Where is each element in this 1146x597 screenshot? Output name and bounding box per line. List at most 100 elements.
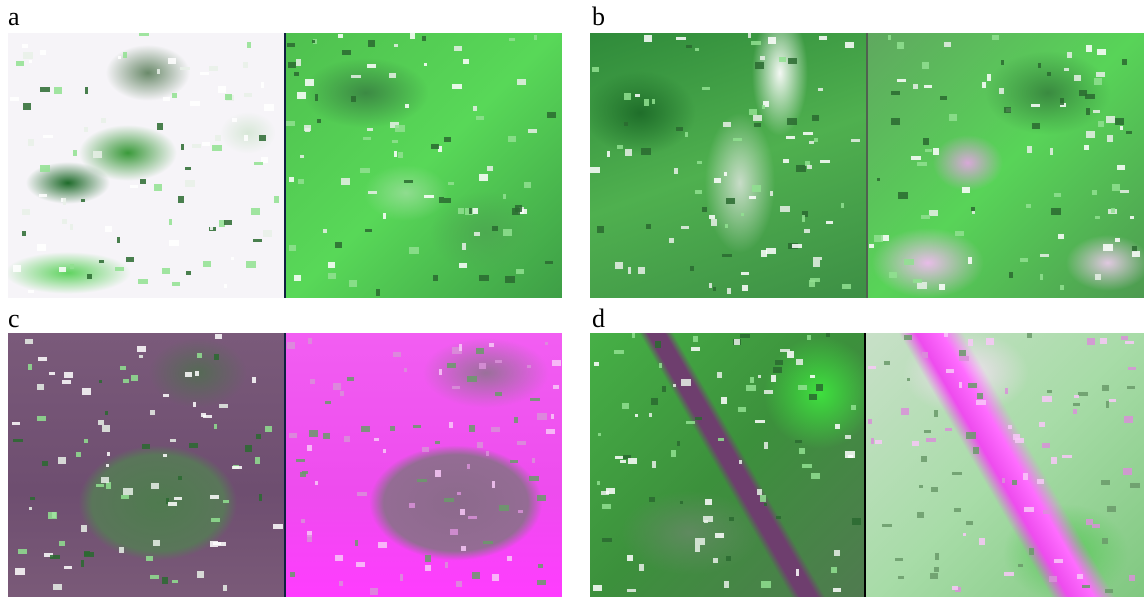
texture-speck bbox=[483, 541, 493, 544]
texture-speck bbox=[869, 244, 874, 248]
texture-speck bbox=[315, 94, 318, 101]
texture-speck bbox=[1040, 254, 1049, 257]
texture-speck bbox=[1054, 559, 1063, 563]
texture-speck bbox=[614, 350, 624, 354]
texture-speck bbox=[1087, 338, 1095, 345]
texture-speck bbox=[444, 198, 451, 203]
texture-speck bbox=[931, 487, 938, 492]
texture-speck bbox=[105, 411, 108, 415]
texture-speck bbox=[651, 398, 658, 405]
texture-speck bbox=[758, 375, 761, 378]
texture-speck bbox=[395, 125, 405, 132]
texture-speck bbox=[826, 333, 830, 337]
texture-speck bbox=[341, 178, 350, 185]
texture-speck bbox=[819, 36, 827, 40]
texture-speck bbox=[84, 127, 88, 132]
texture-speck bbox=[468, 516, 477, 519]
texture-speck bbox=[717, 372, 722, 378]
texture-speck bbox=[251, 208, 260, 215]
texture-speck bbox=[924, 430, 931, 433]
texture-speck bbox=[335, 555, 343, 561]
texture-speck bbox=[460, 509, 465, 515]
texture-speck bbox=[59, 541, 65, 546]
texture-speck bbox=[180, 67, 190, 70]
texture-speck bbox=[42, 461, 48, 466]
texture-speck bbox=[1106, 116, 1115, 123]
texture-speck bbox=[286, 121, 295, 126]
texture-speck bbox=[764, 442, 768, 449]
texture-speck bbox=[1032, 123, 1040, 129]
texture-speck bbox=[1129, 575, 1135, 581]
texture-speck bbox=[945, 428, 952, 431]
texture-speck bbox=[117, 237, 120, 243]
texture-speck bbox=[274, 196, 279, 203]
texture-speck bbox=[848, 455, 853, 458]
texture-speck bbox=[43, 135, 53, 138]
texture-speck bbox=[787, 351, 794, 358]
texture-speck bbox=[919, 485, 923, 488]
texture-speck bbox=[106, 464, 109, 467]
texture-speck bbox=[1027, 146, 1032, 153]
texture-speck bbox=[1018, 564, 1023, 567]
texture-speck bbox=[1111, 208, 1115, 213]
texture-speck bbox=[592, 67, 599, 72]
texture-speck bbox=[202, 142, 210, 146]
texture-speck bbox=[1039, 422, 1045, 427]
texture-speck bbox=[273, 524, 283, 529]
texture-speck bbox=[1049, 576, 1057, 582]
texture-speck bbox=[351, 96, 356, 102]
texture-speck bbox=[1060, 285, 1064, 290]
texture-speck bbox=[1004, 572, 1014, 576]
texture-speck bbox=[232, 466, 242, 469]
texture-speck bbox=[917, 512, 924, 518]
texture-speck bbox=[452, 386, 460, 389]
texture-speck bbox=[425, 565, 431, 571]
texture-speck bbox=[780, 349, 790, 352]
texture-speck bbox=[1120, 126, 1123, 130]
texture-speck bbox=[189, 443, 198, 448]
texture-speck bbox=[328, 262, 335, 268]
texture-speck bbox=[842, 284, 851, 289]
texture-speck bbox=[992, 35, 999, 40]
texture-speck bbox=[210, 495, 219, 499]
texture-speck bbox=[121, 495, 129, 499]
texture-speck bbox=[912, 441, 919, 446]
texture-speck bbox=[93, 151, 102, 158]
texture-speck bbox=[245, 445, 252, 452]
texture-speck bbox=[724, 581, 729, 588]
texture-speck bbox=[1120, 190, 1129, 193]
texture-speck bbox=[952, 586, 958, 590]
texture-speck bbox=[538, 564, 543, 568]
texture-speck bbox=[247, 42, 251, 48]
texture-speck bbox=[835, 424, 840, 429]
texture-speck bbox=[882, 524, 892, 527]
texture-speck bbox=[360, 168, 370, 173]
texture-speck bbox=[625, 149, 632, 156]
texture-speck bbox=[59, 267, 66, 272]
texture-speck bbox=[729, 517, 734, 521]
texture-speck bbox=[431, 144, 439, 149]
texture-speck bbox=[620, 460, 626, 463]
texture-speck bbox=[1060, 98, 1064, 105]
texture-speck bbox=[695, 48, 699, 51]
texture-speck bbox=[323, 229, 327, 233]
texture-speck bbox=[37, 244, 46, 251]
texture-speck bbox=[810, 375, 815, 378]
texture-speck bbox=[444, 498, 454, 502]
texture-speck bbox=[368, 40, 375, 47]
texture-speck bbox=[681, 226, 689, 229]
texture-speck bbox=[81, 525, 87, 532]
texture-speck bbox=[73, 150, 77, 156]
texture-speck bbox=[70, 224, 73, 230]
texture-speck bbox=[25, 339, 33, 344]
texture-speck bbox=[779, 57, 786, 62]
texture-speck bbox=[255, 457, 260, 464]
texture-speck bbox=[123, 52, 127, 58]
texture-speck bbox=[1127, 386, 1135, 389]
texture-speck bbox=[515, 205, 522, 212]
texture-speck bbox=[760, 56, 765, 60]
texture-speck bbox=[652, 461, 656, 468]
texture-speck bbox=[335, 242, 342, 248]
texture-speck bbox=[342, 50, 351, 55]
texture-speck bbox=[628, 458, 637, 464]
